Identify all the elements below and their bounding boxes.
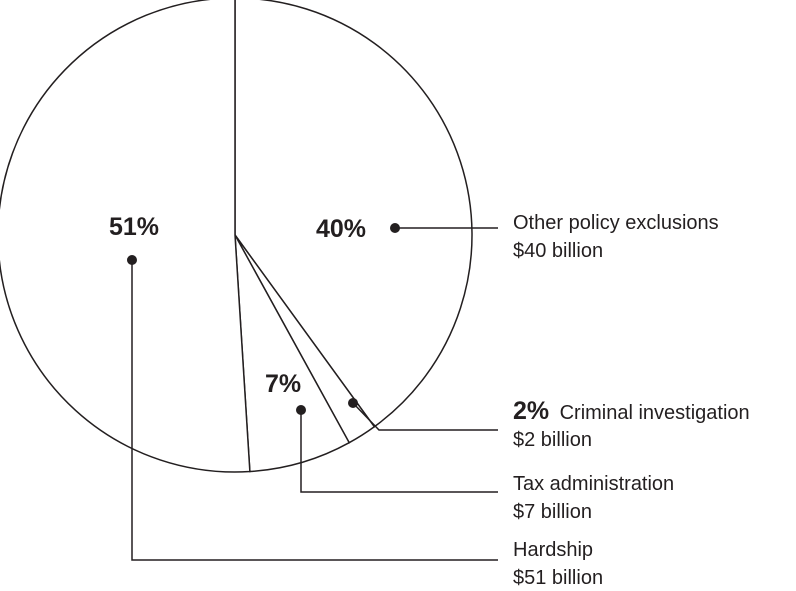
leader-line-hardship (131, 260, 498, 561)
leader-dot-hardship (127, 255, 137, 265)
leader-dot-criminal-investigation (348, 398, 358, 408)
percent-label-criminal-investigation: 2% (513, 397, 549, 425)
percent-label-tax-administration: 7% (265, 370, 301, 398)
slice-name-hardship: Hardship (513, 539, 593, 561)
slice-amount-other-policy-exclusions: $40 billion (513, 240, 603, 262)
leader-dot-other-policy-exclusions (390, 223, 400, 233)
labels-layer: 40% 7% 51% Other policy exclusions $40 b… (109, 212, 750, 589)
percent-label-hardship: 51% (109, 213, 159, 241)
slice-name-other-policy-exclusions: Other policy exclusions (513, 212, 719, 234)
pie-slice-hardship (0, 0, 251, 473)
pie-slice-other-policy-exclusions (234, 0, 473, 428)
slice-name-criminal-investigation: Criminal investigation (560, 402, 750, 424)
percent-label-other-policy-exclusions: 40% (316, 215, 366, 243)
slice-amount-criminal-investigation: $2 billion (513, 429, 592, 451)
slice-name-tax-administration: Tax administration (513, 473, 674, 495)
slice-amount-tax-administration: $7 billion (513, 501, 592, 523)
leader-line-criminal-investigation (352, 402, 498, 431)
leaders-layer (127, 223, 498, 561)
leader-line-tax-administration (300, 410, 498, 493)
slice-label-line-criminal-investigation: 2% Criminal investigation (513, 397, 750, 425)
leader-dot-tax-administration (296, 405, 306, 415)
slice-amount-hardship: $51 billion (513, 567, 603, 589)
slices-layer (0, 0, 473, 473)
